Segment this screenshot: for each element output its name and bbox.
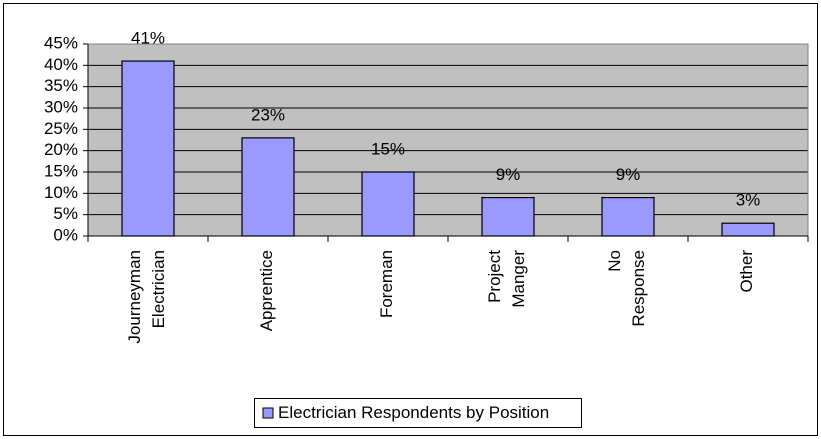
y-tick-label: 5% [53,204,78,223]
data-label: 23% [251,105,285,124]
y-tick-label: 35% [44,76,78,95]
y-tick-label: 40% [44,55,78,74]
x-tick-label-line: Electrician [149,250,168,328]
x-tick-label-line: Apprentice [257,250,276,331]
x-tick-label: No Response [605,250,648,327]
y-tick-label: 0% [53,225,78,244]
bar [481,197,535,237]
x-tick-label-line: Manger [509,250,528,308]
bar [601,197,655,237]
bar [721,222,775,237]
x-tick-label: Apprentice [257,250,276,331]
legend-swatch [262,407,274,419]
y-tick-label: 45% [44,33,78,52]
x-tick-label: Other [737,250,756,293]
x-tick-label-line: No [605,250,624,272]
legend-box [254,398,582,428]
x-tick-label: Foreman [377,250,396,318]
x-tick-label-line: Response [629,250,648,327]
plot-area [88,44,808,236]
y-tick-label: 15% [44,161,78,180]
legend-label: Electrician Respondents by Position [278,403,549,422]
x-tick-label: Journeyman Electrician [125,250,168,344]
x-tick-label-line: Project [485,250,504,303]
x-tick-label: Project Manger [485,250,528,308]
y-tick-label: 10% [44,183,78,202]
x-tick-label-line: Other [737,250,756,293]
bar [361,171,415,237]
x-tick-label-line: Journeyman [125,250,144,344]
bar [241,137,295,237]
y-tick-label: 20% [44,140,78,159]
data-label: 41% [131,29,165,48]
x-tick-label-line: Foreman [377,250,396,318]
data-label: 9% [616,165,641,184]
y-tick-label: 30% [44,97,78,116]
data-label: 15% [371,139,405,158]
data-label: 3% [736,191,761,210]
bar [121,60,175,237]
data-label: 9% [496,165,521,184]
y-tick-label: 25% [44,119,78,138]
